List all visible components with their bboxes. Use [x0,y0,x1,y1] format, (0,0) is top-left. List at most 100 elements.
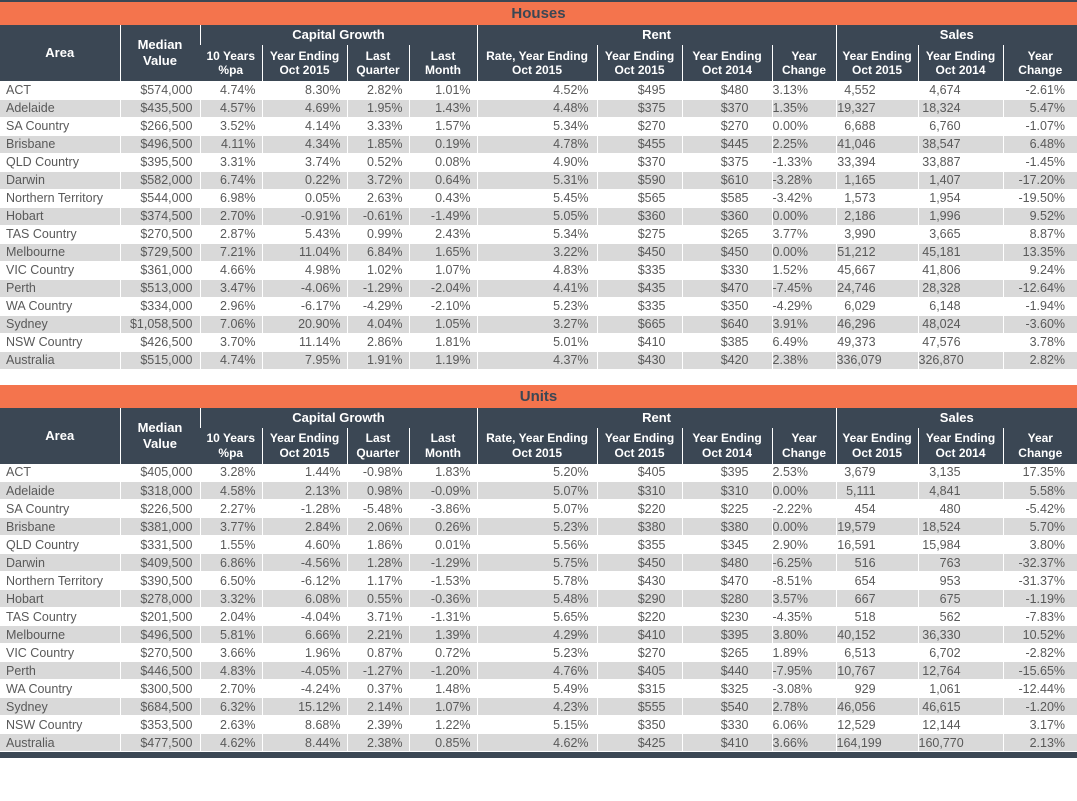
cell-sales-year-change: -1.45% [1002,153,1077,172]
cell-rent-year-ending-2015: $430 [596,571,683,590]
cell-area: Brisbane [0,135,120,154]
cell-rent-rate: 5.23% [476,517,598,536]
units-table: Area Median Value Capital Growth Rent Sa… [0,407,1077,752]
table-gap [0,369,1077,385]
cell-cg-last-quarter: 1.28% [346,553,409,572]
cell-cg-last-month: 0.43% [408,189,478,208]
cell-median-value: $544,000 [119,189,200,208]
cell-cg-last-quarter: -1.29% [346,279,409,298]
cell-sales-year-ending-2014: 36,330 [917,625,1004,644]
cell-sales-year-ending-2014: 4,841 [917,481,1004,500]
cell-cg-10-years: 6.74% [199,171,262,190]
cell-rent-year-ending-2014: $410 [681,733,773,752]
cell-rent-year-ending-2015: $370 [596,153,683,172]
cell-sales-year-ending-2014: 4,674 [917,81,1004,100]
cell-sales-year-ending-2014: 160,770 [917,733,1004,752]
cell-rent-year-change: -4.29% [771,297,837,316]
cell-rent-year-ending-2015: $310 [596,481,683,500]
cell-sales-year-change: 6.48% [1002,135,1077,154]
cell-median-value: $395,500 [119,153,200,172]
cell-median-value: $574,000 [119,81,200,100]
cell-cg-10-years: 2.87% [199,225,262,244]
cell-sales-year-ending-2014: 18,524 [917,517,1004,536]
cell-rent-rate: 5.78% [476,571,598,590]
cell-sales-year-ending-2014: 480 [917,499,1004,518]
cell-rent-year-change: -7.95% [771,661,837,680]
cell-rent-year-change: -2.22% [771,499,837,518]
cell-median-value: $300,500 [119,679,200,698]
cell-median-value: $729,500 [119,243,200,262]
cell-median-value: $496,500 [119,625,200,644]
cell-sales-year-ending-2015: 1,573 [835,189,919,208]
cell-area: SA Country [0,117,120,136]
cell-sales-year-change: 3.17% [1002,715,1077,734]
header-area: Area [0,407,120,464]
table-row: Hobart $374,500 2.70% -0.91% -0.61% -1.49% 5.0… [0,207,1077,226]
cell-cg-last-quarter: 0.52% [346,153,409,172]
cell-rent-year-ending-2014: $540 [681,697,773,716]
header-group-rent: Rent [476,407,837,428]
cell-cg-10-years: 3.31% [199,153,262,172]
cell-sales-year-ending-2014: 6,148 [917,297,1004,316]
cell-rent-rate: 5.56% [476,535,598,554]
cell-rent-year-ending-2014: $380 [681,517,773,536]
cell-sales-year-change: -3.60% [1002,315,1077,334]
table-row: Sydney $1,058,500 7.06% 20.90% 4.04% 1.05% 3.2… [0,315,1077,334]
cell-cg-last-quarter: 1.17% [346,571,409,590]
cell-area: Northern Territory [0,571,120,590]
cell-sales-year-change: 5.47% [1002,99,1077,118]
cell-sales-year-change: 3.80% [1002,535,1077,554]
cell-sales-year-change: -1.19% [1002,589,1077,608]
cell-area: Australia [0,351,120,370]
cell-cg-10-years: 2.63% [199,715,262,734]
cell-median-value: $201,500 [119,607,200,626]
cell-sales-year-change: -15.65% [1002,661,1077,680]
cell-sales-year-change: 9.52% [1002,207,1077,226]
cell-rent-rate: 3.27% [476,315,598,334]
cell-sales-year-ending-2014: 1,954 [917,189,1004,208]
cell-sales-year-change: -1.20% [1002,697,1077,716]
cell-area: Hobart [0,207,120,226]
cell-rent-year-ending-2015: $455 [596,135,683,154]
cell-sales-year-change: 2.13% [1002,733,1077,752]
cell-rent-year-ending-2014: $450 [681,243,773,262]
cell-rent-year-ending-2014: $370 [681,99,773,118]
cell-sales-year-ending-2014: 18,324 [917,99,1004,118]
cell-sales-year-ending-2014: 562 [917,607,1004,626]
cell-rent-year-ending-2015: $220 [596,499,683,518]
cell-sales-year-ending-2014: 38,547 [917,135,1004,154]
header-group-capital-growth: Capital Growth [199,25,478,45]
cell-cg-year-ending-2015: 7.95% [261,351,347,370]
cell-cg-last-quarter: 3.33% [346,117,409,136]
cell-rent-year-ending-2015: $410 [596,625,683,644]
cell-cg-year-ending-2015: -4.24% [261,679,347,698]
cell-sales-year-ending-2015: 667 [835,589,919,608]
cell-rent-year-ending-2015: $565 [596,189,683,208]
table-row: VIC Country $270,500 3.66% 1.96% 0.87% 0.72% 5… [0,643,1077,662]
cell-sales-year-ending-2015: 654 [835,571,919,590]
cell-area: ACT [0,81,120,100]
cell-area: Melbourne [0,625,120,644]
cell-rent-rate: 5.49% [476,679,598,698]
cell-sales-year-ending-2015: 164,199 [835,733,919,752]
cell-rent-rate: 4.37% [476,351,598,370]
cell-rent-year-ending-2015: $275 [596,225,683,244]
cell-rent-year-change: 3.66% [771,733,837,752]
cell-cg-year-ending-2015: -0.91% [261,207,347,226]
cell-rent-year-change: -3.42% [771,189,837,208]
cell-rent-year-ending-2015: $425 [596,733,683,752]
cell-sales-year-ending-2015: 336,079 [835,351,919,370]
cell-rent-year-ending-2014: $270 [681,117,773,136]
cell-median-value: $515,000 [119,351,200,370]
cell-sales-year-change: -1.94% [1002,297,1077,316]
cell-cg-last-month: 1.83% [408,463,478,482]
cell-sales-year-change: 5.58% [1002,481,1077,500]
cell-rent-year-ending-2015: $335 [596,261,683,280]
cell-median-value: $278,000 [119,589,200,608]
cell-cg-year-ending-2015: -1.28% [261,499,347,518]
cell-sales-year-ending-2015: 1,165 [835,171,919,190]
cell-rent-year-change: 0.00% [771,117,837,136]
cell-rent-year-ending-2014: $375 [681,153,773,172]
cell-rent-year-ending-2015: $290 [596,589,683,608]
cell-sales-year-ending-2015: 454 [835,499,919,518]
